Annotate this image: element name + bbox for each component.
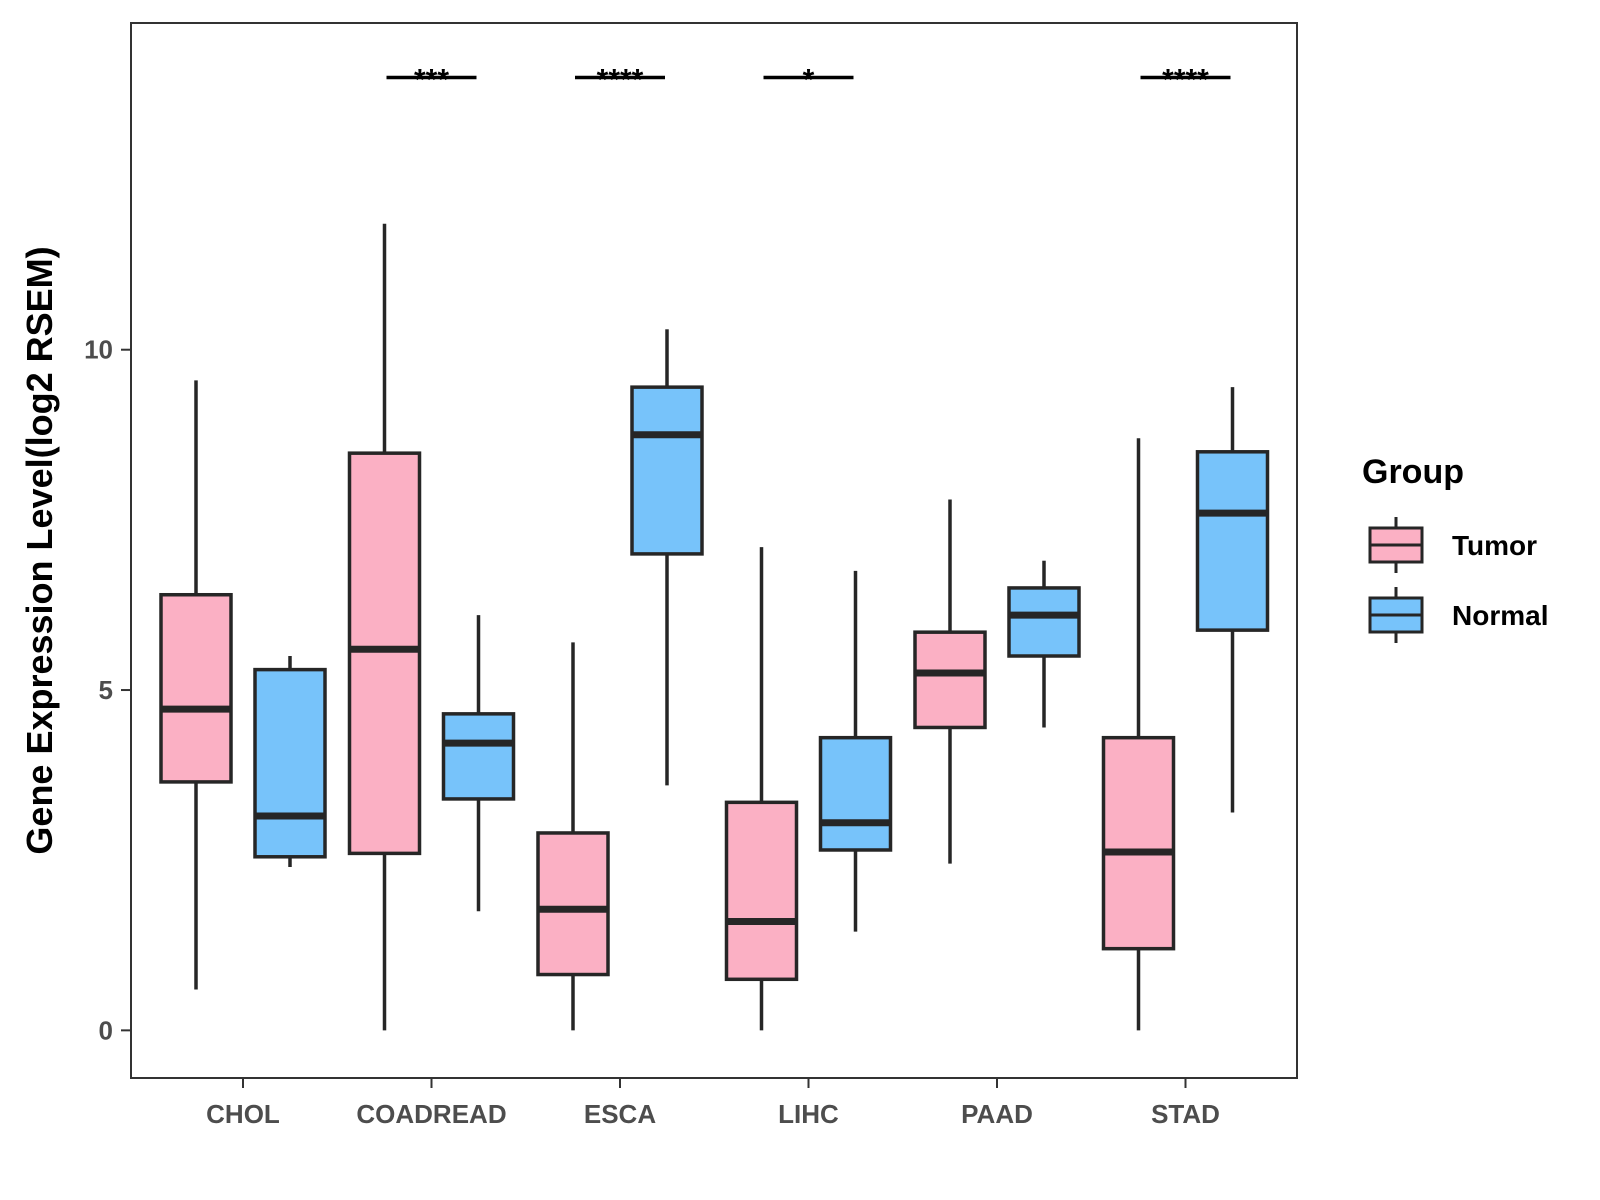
box-normal-chol (253, 656, 327, 867)
legend-label: Tumor (1452, 530, 1537, 561)
box-tumor-stad (1101, 438, 1176, 1031)
box-tumor-esca (536, 642, 610, 1031)
x-tick-label: ESCA (584, 1099, 656, 1129)
box-normal-coadread (441, 615, 516, 912)
y-tick-label: 0 (99, 1015, 113, 1045)
box-normal-stad (1195, 387, 1270, 813)
significance-esca: **** (575, 63, 665, 96)
box-body (347, 451, 422, 856)
panel-border (130, 22, 1298, 1079)
legend-entry-normal: Normal (1368, 587, 1548, 643)
significance-label: *** (414, 63, 449, 96)
box-normal-paad (1007, 560, 1081, 728)
significance-label: **** (597, 63, 644, 96)
x-tick-label: LIHC (778, 1099, 839, 1129)
box-tumor-coadread (347, 223, 422, 1031)
legend-title: Group (1362, 453, 1464, 491)
box-tumor-lihc (724, 547, 799, 1031)
x-tick-label: CHOL (206, 1099, 280, 1129)
box-body (1007, 586, 1081, 658)
legend-label: Normal (1452, 600, 1548, 631)
box-normal-esca (630, 329, 704, 786)
legend: Group Tumor Normal (1362, 453, 1548, 643)
significance-label: **** (1162, 63, 1209, 96)
box-body (818, 735, 893, 852)
significance-coadread: *** (386, 63, 477, 96)
box-body (630, 385, 704, 556)
box-body (724, 800, 799, 982)
x-tick-label: COADREAD (356, 1099, 506, 1129)
box-body (536, 831, 610, 977)
box-body (441, 712, 516, 801)
significance-label: * (803, 63, 815, 96)
box-tumor-paad (913, 499, 987, 864)
y-tick-label: 10 (84, 335, 113, 365)
box-body (253, 667, 327, 859)
legend-entry-tumor: Tumor (1368, 517, 1537, 573)
axes: 0 5 10 CHOL COADREAD ESCA LIHC PAAD STAD Gene Exp… (19, 22, 1298, 1129)
box-tumor-chol (159, 380, 233, 990)
y-tick-label: 5 (99, 675, 113, 705)
significance-lihc: * (763, 63, 854, 96)
box-normal-lihc (818, 570, 893, 932)
x-tick-label: STAD (1151, 1099, 1220, 1129)
box-body (1195, 450, 1270, 632)
significance-stad: **** (1140, 63, 1231, 96)
box-body (159, 592, 233, 784)
plot-area: *** **** * **** (159, 63, 1270, 1031)
box-body (913, 630, 987, 730)
x-tick-label: PAAD (961, 1099, 1033, 1129)
y-axis-title: Gene Expression Level(log2 RSEM) (19, 246, 60, 854)
box-body (1101, 735, 1176, 951)
